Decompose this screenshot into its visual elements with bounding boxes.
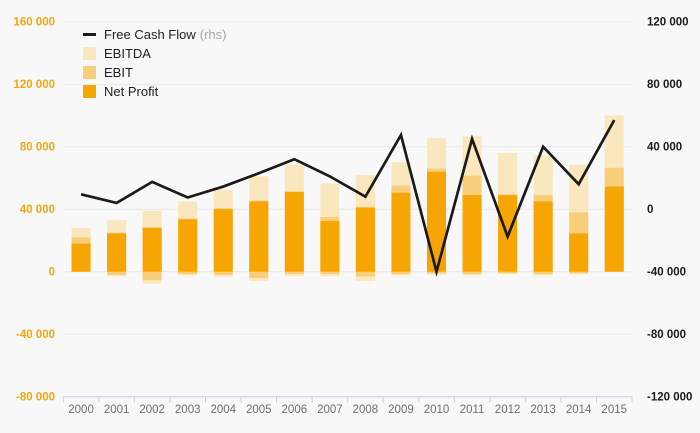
right-axis-tick-label: -40 000	[647, 267, 686, 279]
x-axis-year-label: 2011	[460, 404, 485, 416]
bar-net-profit	[107, 233, 127, 272]
chart-legend: Free Cash Flow (rhs) EBITDA EBIT Net Pro…	[83, 26, 227, 99]
x-axis-year-label: 2004	[210, 404, 236, 416]
x-axis-year-label: 2006	[282, 404, 308, 416]
bar-net-profit	[178, 219, 198, 272]
x-axis-year-label: 2012	[495, 404, 521, 416]
right-axis-tick-label: 80 000	[647, 79, 682, 91]
bar-net-profit	[213, 209, 233, 272]
free-cash-flow-line	[80, 119, 616, 277]
legend-label: Free Cash Flow	[104, 26, 196, 42]
bar-net-profit	[391, 192, 411, 272]
x-axis-year-label: 2013	[530, 404, 556, 416]
left-axis-tick-label: 120 000	[13, 79, 55, 91]
legend-axis-hint: (rhs)	[199, 26, 227, 42]
x-axis-year-label: 2014	[566, 404, 592, 416]
x-axis-year-label: 2015	[601, 404, 627, 416]
left-axis-tick-label: -40 000	[16, 329, 55, 341]
legend-item-ebit: EBIT	[83, 64, 226, 80]
right-axis-tick-label: -120 000	[647, 392, 692, 404]
left-axis-tick-label: -80 000	[16, 392, 55, 404]
x-axis-year-label: 2007	[317, 404, 343, 416]
bar-net-profit	[462, 195, 482, 272]
left-axis-tick-label: 80 000	[20, 142, 55, 154]
left-axis-tick-label: 40 000	[20, 204, 55, 216]
bar-net-profit	[604, 186, 624, 272]
bar-net-profit	[284, 192, 304, 272]
legend-item-ebitda: EBITDA	[83, 45, 226, 61]
legend-label: EBITDA	[104, 45, 151, 61]
legend-item-free-cash-flow: Free Cash Flow (rhs)	[83, 26, 227, 42]
bar-net-profit	[569, 233, 589, 272]
right-axis-tick-label: 40 000	[647, 142, 682, 154]
bar-net-profit	[427, 171, 447, 272]
x-axis-year-label: 2005	[246, 404, 272, 416]
bar-net-profit	[249, 201, 269, 272]
right-axis-tick-label: -80 000	[647, 329, 686, 341]
x-axis-year-label: 2009	[388, 404, 414, 416]
left-axis-tick-label: 0	[49, 267, 55, 279]
x-axis-year-label: 2003	[175, 404, 201, 416]
legend-label: Net Profit	[104, 83, 159, 99]
left-axis-tick-label: 160 000	[13, 17, 55, 29]
ebitda-swatch-icon	[83, 46, 96, 60]
x-axis-year-label: 2000	[68, 404, 94, 416]
right-axis-tick-label: 120 000	[647, 17, 689, 29]
bar-net-profit	[355, 207, 375, 272]
legend-label: EBIT	[104, 64, 133, 80]
right-axis-tick-label: 0	[647, 204, 653, 216]
net-profit-swatch-icon	[83, 84, 96, 98]
x-axis-year-label: 2001	[104, 404, 130, 416]
line-swatch-icon	[83, 32, 96, 36]
legend-item-net-profit: Net Profit	[83, 83, 226, 99]
bar-net-profit	[71, 243, 91, 272]
ebit-swatch-icon	[83, 65, 96, 79]
x-axis-year-label: 2002	[139, 404, 165, 416]
bar-net-profit	[320, 220, 340, 272]
bar-net-profit	[142, 227, 162, 272]
x-axis-year-label: 2008	[353, 404, 379, 416]
bar-net-profit	[533, 201, 553, 272]
x-axis-year-label: 2010	[424, 404, 450, 416]
